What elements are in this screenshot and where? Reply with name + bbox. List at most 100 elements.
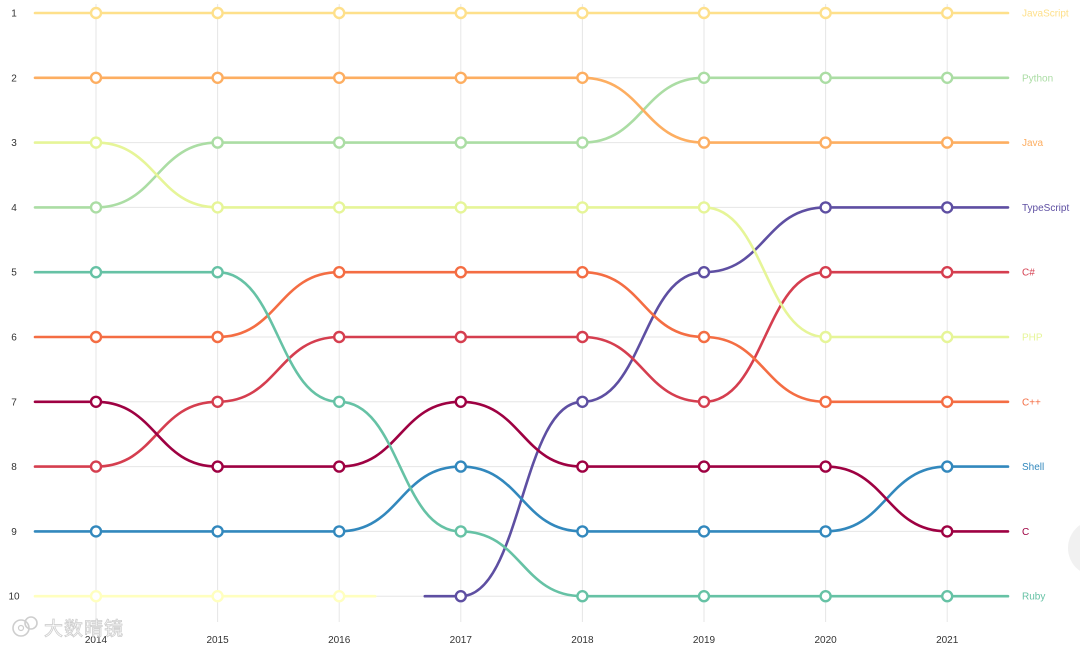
data-point bbox=[576, 136, 589, 149]
x-tick-label: 2014 bbox=[85, 635, 108, 646]
data-point bbox=[89, 266, 103, 279]
data-point bbox=[819, 330, 832, 344]
series-line bbox=[33, 141, 1010, 339]
data-point bbox=[576, 590, 589, 603]
data-point bbox=[211, 395, 224, 408]
data-point bbox=[333, 136, 346, 149]
data-point bbox=[697, 136, 711, 149]
data-point bbox=[576, 330, 589, 344]
data-point bbox=[697, 6, 711, 20]
data-point bbox=[333, 590, 346, 603]
data-point bbox=[576, 395, 589, 408]
data-point bbox=[89, 201, 103, 214]
data-point bbox=[211, 71, 224, 85]
data-point bbox=[941, 136, 954, 149]
data-point bbox=[697, 395, 711, 408]
data-point bbox=[697, 266, 711, 279]
data-point bbox=[697, 201, 711, 214]
series-line bbox=[33, 270, 1010, 598]
data-point bbox=[576, 266, 589, 279]
x-tick-label: 2016 bbox=[328, 635, 351, 646]
series-c- bbox=[33, 266, 1010, 408]
y-tick-label: 2 bbox=[11, 73, 17, 84]
data-point bbox=[89, 460, 103, 473]
y-tick-label: 10 bbox=[8, 592, 20, 603]
data-point bbox=[697, 71, 711, 85]
series-label: JavaScript bbox=[1022, 9, 1069, 20]
data-point bbox=[333, 525, 346, 538]
y-tick-label: 5 bbox=[11, 268, 17, 279]
data-point bbox=[454, 201, 467, 214]
y-tick-label: 3 bbox=[11, 138, 17, 149]
y-tick-label: 9 bbox=[11, 527, 17, 538]
series-javascript bbox=[33, 6, 1010, 20]
data-point bbox=[819, 266, 832, 279]
x-tick-label: 2018 bbox=[571, 635, 594, 646]
data-point bbox=[454, 525, 467, 538]
data-point bbox=[211, 266, 224, 279]
data-point bbox=[211, 590, 224, 603]
data-point bbox=[333, 201, 346, 214]
x-tick-label: 2020 bbox=[814, 635, 837, 646]
data-point bbox=[454, 590, 467, 603]
data-point bbox=[819, 71, 832, 85]
data-point bbox=[89, 71, 103, 85]
data-point bbox=[454, 460, 467, 473]
data-point bbox=[333, 71, 346, 85]
series-label: Java bbox=[1022, 138, 1044, 149]
data-point bbox=[576, 6, 589, 20]
data-point bbox=[819, 525, 832, 538]
data-point bbox=[333, 460, 346, 473]
x-axis: 2014 2015 2016 2017 2018 2019 2020 2021 bbox=[85, 635, 959, 646]
series-layer bbox=[33, 6, 1010, 603]
series-label: C bbox=[1022, 527, 1029, 538]
data-point bbox=[576, 460, 589, 473]
scroll-handle[interactable] bbox=[1068, 520, 1080, 576]
data-point bbox=[697, 330, 711, 344]
series-line bbox=[33, 76, 1010, 144]
series-label: Python bbox=[1022, 73, 1053, 84]
data-point bbox=[941, 330, 954, 344]
series-python bbox=[33, 71, 1010, 214]
data-point bbox=[576, 201, 589, 214]
data-point bbox=[211, 6, 224, 20]
x-tick-label: 2021 bbox=[936, 635, 959, 646]
series-label: C# bbox=[1022, 268, 1035, 279]
data-point bbox=[941, 460, 954, 473]
data-point bbox=[576, 525, 589, 538]
data-point bbox=[211, 330, 224, 344]
series-label: C++ bbox=[1022, 397, 1041, 408]
data-point bbox=[211, 201, 224, 214]
data-point bbox=[819, 6, 832, 20]
data-point bbox=[454, 136, 467, 149]
data-point bbox=[941, 6, 954, 20]
data-point bbox=[941, 590, 954, 603]
data-point bbox=[697, 525, 711, 538]
x-tick-label: 2019 bbox=[693, 635, 716, 646]
series-c- bbox=[33, 266, 1010, 473]
series-ruby bbox=[33, 266, 1010, 603]
data-point bbox=[333, 330, 346, 344]
data-point bbox=[89, 6, 103, 20]
data-point bbox=[697, 460, 711, 473]
data-point bbox=[819, 136, 832, 149]
data-point bbox=[89, 136, 103, 149]
data-point bbox=[697, 590, 711, 603]
data-point bbox=[941, 266, 954, 279]
y-tick-label: 6 bbox=[11, 333, 17, 344]
series-line bbox=[33, 270, 1010, 468]
series-label: Shell bbox=[1022, 462, 1044, 473]
series-label: TypeScript bbox=[1022, 203, 1069, 214]
series-c bbox=[33, 395, 1010, 538]
data-point bbox=[941, 525, 954, 538]
data-point bbox=[89, 525, 103, 538]
x-tick-label: 2017 bbox=[450, 635, 473, 646]
data-point bbox=[89, 590, 103, 603]
data-point bbox=[454, 330, 467, 344]
x-tick-label: 2015 bbox=[206, 635, 229, 646]
data-point bbox=[454, 6, 467, 20]
data-point bbox=[333, 266, 346, 279]
data-point bbox=[819, 460, 832, 473]
y-tick-label: 8 bbox=[11, 462, 17, 473]
data-point bbox=[576, 71, 589, 85]
